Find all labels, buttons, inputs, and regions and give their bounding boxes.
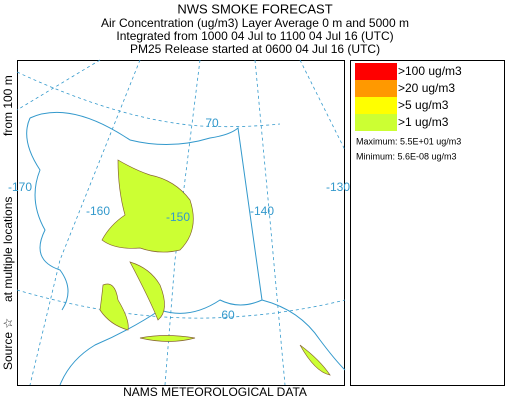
coastline	[26, 111, 346, 386]
legend-label: >5 ug/m3	[398, 98, 449, 112]
latitude-label: 70	[205, 116, 219, 130]
minimum: Minimum: 5.6E-08 ug/m3	[356, 151, 457, 161]
smoke-area	[139, 335, 196, 342]
map	[16, 59, 346, 386]
smoke-area	[129, 261, 165, 321]
side-label: Source ☆ at multiple locations from 100 …	[1, 75, 15, 370]
subtitle: PM25 Release started at 0600 04 Jul 16 (…	[130, 42, 380, 56]
legend-label: >1 ug/m3	[398, 115, 449, 129]
legend-swatch	[355, 80, 397, 97]
smoke-area	[99, 283, 129, 331]
graticule	[16, 59, 101, 111]
source-label: Source ☆	[1, 318, 15, 370]
graticule	[254, 59, 286, 386]
graticule	[299, 59, 346, 151]
longitude-label: -150	[166, 210, 190, 224]
longitude-label: -170	[8, 180, 32, 194]
title: NWS SMOKE FORECAST	[177, 1, 332, 16]
legend-label: >100 ug/m3	[398, 64, 462, 78]
longitude-label: -140	[250, 204, 274, 218]
footer: NAMS METEOROLOGICAL DATA	[123, 385, 307, 399]
smoke-area	[101, 159, 194, 253]
legend-swatch	[355, 63, 397, 80]
graticule	[29, 59, 141, 386]
subtitle: Integrated from 1000 04 Jul to 1100 04 J…	[116, 29, 393, 43]
source-label: from 100 m	[1, 75, 15, 136]
graticule	[164, 59, 201, 386]
legend-swatch	[355, 97, 397, 114]
latitude-label: 60	[221, 308, 235, 322]
legend-swatch	[355, 114, 397, 131]
legend-label: >20 ug/m3	[398, 81, 455, 95]
longitude-label: -160	[86, 204, 110, 218]
longitude-label: -130	[326, 180, 350, 194]
graticule	[16, 71, 281, 128]
source-label: at multiple locations	[1, 197, 15, 302]
maximum: Maximum: 5.5E+01 ug/m3	[356, 136, 461, 146]
subtitle: Air Concentration (ug/m3) Layer Average …	[101, 16, 409, 30]
smoke-area	[299, 344, 331, 376]
